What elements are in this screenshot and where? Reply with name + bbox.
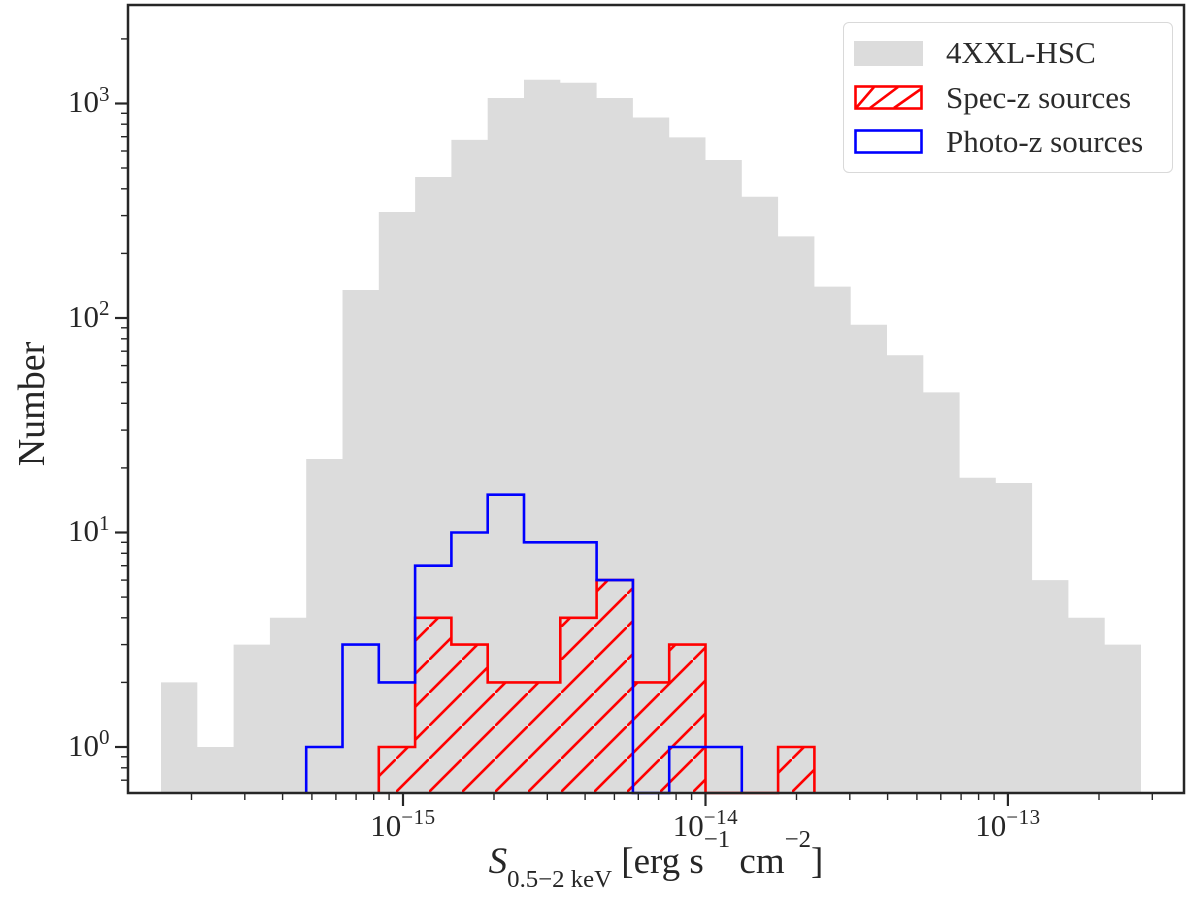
x-axis-exp2: −2	[784, 826, 811, 854]
hist-4xxl-hsc-fill	[161, 79, 1141, 793]
swatch-hatch-line	[893, 87, 922, 110]
x-axis-unit-open: [erg s	[612, 841, 704, 882]
legend-swatch-red-hatched-icon	[854, 85, 923, 110]
legend-item-4xxl-hsc: 4XXL-HSC	[854, 35, 1162, 71]
legend-label-4xxl-hsc: 4XXL-HSC	[946, 35, 1096, 71]
legend-label-photo-z: Photo-z sources	[946, 123, 1144, 159]
legend-swatch-blue-outline-icon	[854, 129, 923, 155]
y-axis-label: Number	[11, 341, 53, 467]
x-axis-symbol: S	[488, 841, 508, 882]
plot-frame	[126, 3, 1186, 795]
swatch-border	[854, 129, 923, 155]
legend-item-photo-z: Photo-z sources	[854, 124, 1162, 160]
swatch-graphic	[854, 129, 923, 155]
x-axis-unit-close: ]	[811, 841, 824, 882]
swatch-hatch-line	[869, 85, 899, 110]
swatch-border	[854, 85, 923, 110]
x-axis-unit-mid: cm	[730, 841, 785, 882]
swatch-graphic	[854, 85, 923, 110]
legend-label-spec-z: Spec-z sources	[946, 79, 1132, 115]
legend-item-spec-z: Spec-z sources	[854, 80, 1162, 116]
x-axis-exp1: −1	[703, 826, 731, 854]
x-axis-label: S0.5−2 keV [erg s−1 cm−2]	[128, 827, 1184, 891]
x-axis-subscript: 0.5−2 keV	[507, 865, 612, 893]
hist-photo-z-outline	[304, 493, 744, 795]
legend: 4XXL-HSC Spec-z sources Photo-z sources	[843, 22, 1173, 173]
legend-swatch-gray-filled-icon	[854, 40, 923, 66]
swatch-hatch-line	[855, 86, 875, 109]
